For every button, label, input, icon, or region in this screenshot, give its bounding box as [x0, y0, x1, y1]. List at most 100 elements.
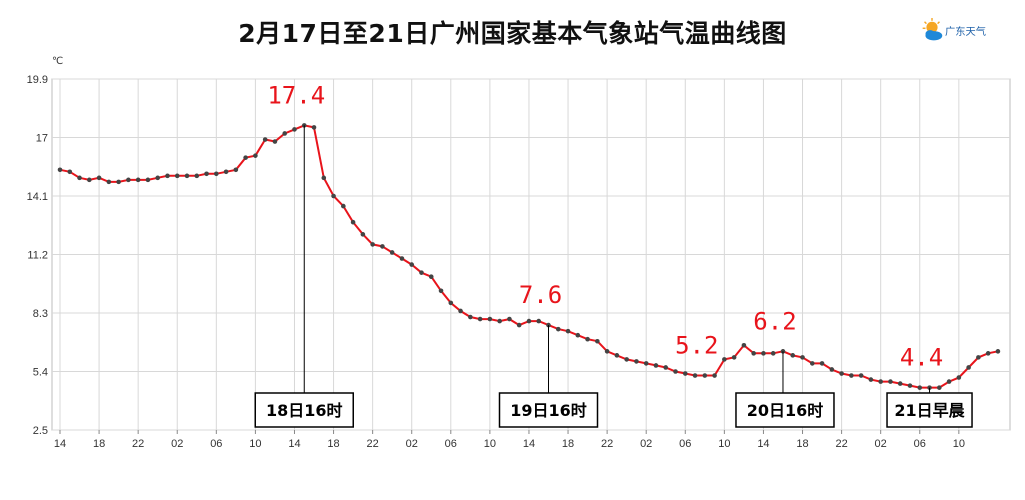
x-tick-label: 22 [132, 438, 144, 450]
data-point [809, 361, 815, 366]
y-tick-label: 19.9 [27, 74, 48, 86]
data-point [155, 175, 160, 181]
data-point [126, 177, 131, 183]
x-tick-label: 02 [875, 438, 887, 450]
x-tick-label: 14 [288, 438, 300, 450]
data-point [184, 173, 190, 179]
data-point [751, 351, 756, 356]
data-point [331, 193, 336, 199]
annotation-box [498, 392, 599, 428]
guangdong-weather-logo: 广东天气 [922, 18, 986, 41]
data-point [253, 153, 258, 158]
data-point [165, 173, 170, 179]
x-tick-label: 14 [54, 438, 66, 450]
data-point [380, 244, 385, 249]
data-point [282, 131, 288, 136]
annotation-label: 20日16时 [747, 401, 824, 420]
annotations: 17.4 18日16时 7.6 19日16时 5.2 6.2 20日16时 4.4 21日早晨 [254, 81, 973, 428]
x-tick-label: 06 [210, 438, 222, 450]
annotation-label: 18日16时 [266, 401, 343, 420]
x-tick-label: 10 [953, 438, 965, 450]
data-point [565, 328, 571, 334]
x-tick-label: 14 [523, 438, 535, 450]
data-point [878, 379, 883, 384]
data-point [428, 274, 434, 279]
data-point [487, 316, 493, 322]
annotation-box [886, 392, 973, 428]
data-point [399, 256, 405, 261]
x-tick-label: 06 [914, 438, 926, 450]
data-point [829, 367, 835, 372]
x-tick-label: 06 [679, 438, 691, 450]
data-point [96, 175, 102, 181]
data-point [223, 169, 229, 175]
annotation-value: 17.4 [267, 81, 325, 109]
data-point [194, 173, 200, 179]
data-point [604, 349, 610, 354]
data-point [174, 173, 180, 179]
data-point [116, 179, 121, 185]
data-point [555, 326, 561, 332]
data-point [87, 177, 92, 183]
data-point [868, 377, 874, 382]
data-point [272, 139, 278, 144]
data-point [67, 169, 73, 175]
x-tick-label: 10 [484, 438, 496, 450]
data-point [800, 355, 805, 360]
data-point [976, 355, 981, 360]
x-tick-label: 18 [796, 438, 808, 450]
series [57, 123, 1001, 390]
y-tick-label: 5.4 [33, 367, 48, 379]
data-point [624, 357, 629, 362]
data-point [585, 336, 590, 342]
data-point [663, 365, 669, 370]
annotation-box [254, 392, 354, 428]
annotation-value: 7.6 [519, 281, 562, 309]
data-point [526, 318, 532, 324]
data-point [946, 379, 952, 384]
data-point [458, 308, 463, 314]
data-point [448, 300, 454, 306]
annotation-value: 5.2 [675, 332, 718, 360]
data-point [995, 349, 1001, 354]
x-tick-label: 18 [562, 438, 574, 450]
data-point [761, 351, 766, 356]
data-point [907, 383, 913, 388]
data-point [956, 375, 962, 380]
data-point [888, 379, 893, 384]
data-point [497, 318, 502, 324]
x-tick-label: 02 [406, 438, 418, 450]
x-tick-label: 18 [93, 438, 105, 450]
data-point [917, 385, 923, 390]
y-tick-label: 14.1 [27, 191, 48, 203]
data-point [897, 381, 903, 386]
data-point [389, 250, 395, 255]
data-point [966, 365, 971, 370]
data-point [438, 288, 444, 294]
data-point [673, 369, 678, 374]
data-point [634, 359, 639, 364]
data-point [653, 363, 659, 368]
data-point [292, 127, 297, 132]
data-point [741, 342, 747, 348]
x-tick-label: 10 [249, 438, 261, 450]
x-tick-label: 10 [718, 438, 730, 450]
data-point [790, 353, 796, 358]
data-point [839, 371, 844, 376]
data-point [643, 361, 649, 366]
data-point [937, 385, 942, 390]
axes: 2.5 5.4 8.3 11.2 14.1 17 19.9 14 18 22 02 06 10 14 18 2… [27, 74, 965, 450]
data-point [507, 316, 512, 322]
data-point [731, 355, 737, 360]
y-tick-label: 8.3 [33, 308, 48, 320]
data-point [233, 167, 239, 173]
data-point [57, 167, 63, 173]
data-point [243, 155, 248, 160]
data-point [106, 179, 112, 185]
data-point [722, 357, 727, 362]
sun-cloud-icon [922, 18, 943, 41]
data-point [682, 371, 688, 376]
data-point [77, 175, 82, 181]
data-point [468, 314, 473, 320]
